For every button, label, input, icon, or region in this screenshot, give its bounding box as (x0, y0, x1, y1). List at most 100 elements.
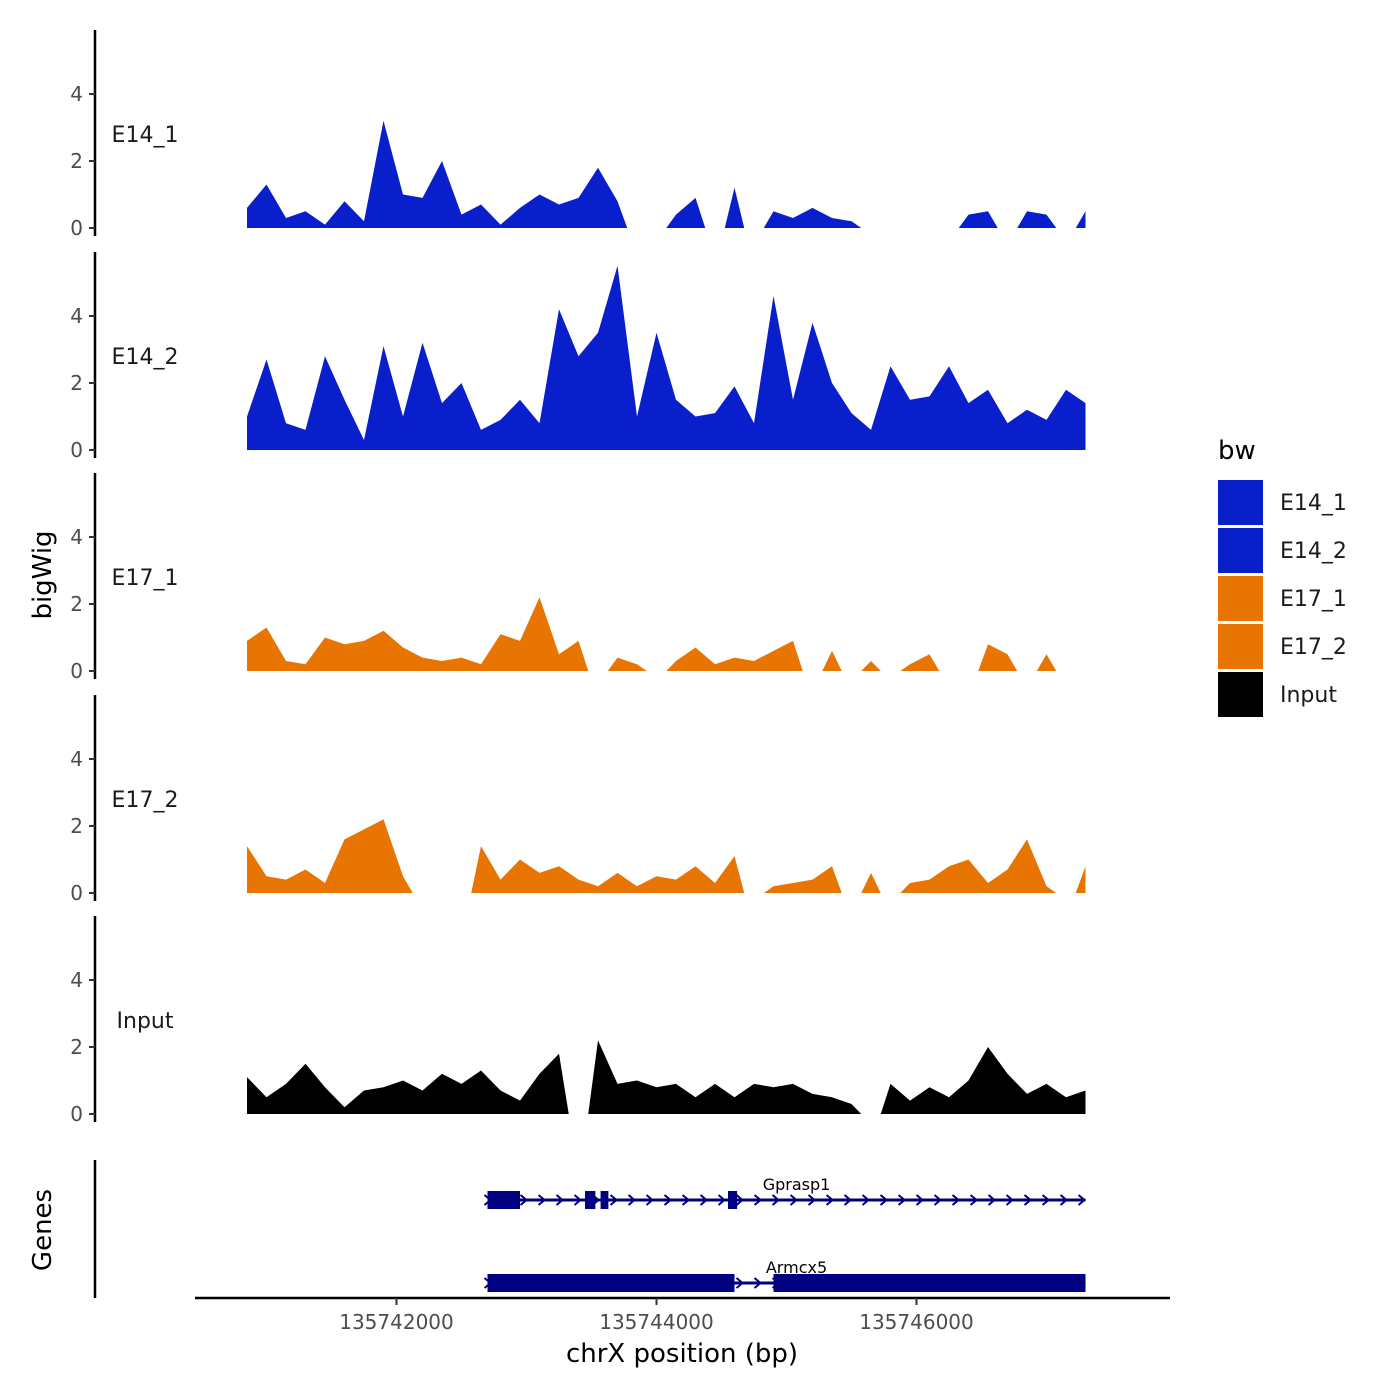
area-e17-1-segment-4 (861, 660, 881, 671)
area-e14-1-segment-1 (666, 197, 706, 228)
x-tick-label-0: 135742000 (339, 1310, 454, 1334)
legend-label-e14-2: E14_2 (1280, 539, 1347, 564)
area-e17-2-segment-1 (471, 846, 745, 893)
gene-strand-arrow (735, 1194, 745, 1206)
legend-swatch-e17-2 (1218, 624, 1263, 669)
y-tick-label-e14-1-2: 2 (70, 149, 83, 173)
legend-swatch-e17-1 (1218, 576, 1263, 621)
y-tick-label-e14-1-0: 0 (70, 216, 83, 240)
gene-strand-arrow (969, 1194, 979, 1206)
gene-exon-gprasp1-1 (585, 1191, 596, 1209)
x-axis: 135742000 135744000 135746000 (195, 1296, 1170, 1334)
gene-strand-arrow (681, 1194, 691, 1206)
area-e17-1-segment-7 (1036, 654, 1057, 671)
y-tick-label-e14-2-0: 0 (70, 438, 83, 462)
area-e17-2-segment-4 (900, 839, 1057, 893)
y-tick-label-e17-2-4: 4 (70, 747, 83, 771)
area-input-segment-2 (880, 1047, 1086, 1114)
x-axis-title: chrX position (bp) (566, 1339, 798, 1369)
gene-strand-arrow (1023, 1194, 1033, 1206)
gene-strand-arrow (555, 1194, 565, 1206)
y-tick-label-e17-2-2: 2 (70, 814, 83, 838)
track-e17-2: 0 2 4 E17_2 (70, 695, 1086, 905)
gene-strand-arrow (861, 1194, 871, 1206)
area-e14-1-segment-5 (1017, 211, 1057, 228)
area-e17-2-segment-3 (861, 872, 881, 893)
gene-label-gprasp1: Gprasp1 (763, 1175, 831, 1194)
area-e14-1-segment-2 (724, 187, 745, 228)
area-e17-1-segment-0 (247, 597, 589, 671)
y-axis-title: bigWig (28, 530, 58, 619)
gene-strand-arrow (951, 1194, 961, 1206)
y-tick-label-input-0: 0 (70, 1102, 83, 1126)
gene-strand-arrow (1041, 1194, 1051, 1206)
track-label-e14-1: E14_1 (112, 123, 179, 148)
gene-strand-arrow (915, 1194, 925, 1206)
genes-track-title: Genes (28, 1189, 58, 1271)
gene-strand-arrow (879, 1194, 889, 1206)
track-label-e14-2: E14_2 (112, 345, 179, 370)
gene-armcx5: Armcx5 (483, 1258, 1087, 1292)
gene-strand-arrow (987, 1194, 997, 1206)
gene-strand-arrow (1005, 1194, 1015, 1206)
gene-exon-gprasp1-0 (487, 1191, 520, 1209)
legend-label-e17-1: E17_1 (1280, 587, 1347, 612)
gene-gprasp1: Gprasp1 (483, 1175, 1087, 1209)
gene-label-armcx5: Armcx5 (766, 1258, 827, 1277)
legend-swatch-e14-2 (1218, 528, 1263, 573)
track-e14-1: 0 2 4 E14_1 (70, 30, 1086, 240)
gene-strand-arrow (753, 1277, 763, 1289)
gene-strand-arrow (789, 1194, 799, 1206)
y-tick-label-e17-1-0: 0 (70, 659, 83, 683)
gene-strand-arrow (771, 1194, 781, 1206)
gene-strand-arrow (537, 1194, 547, 1206)
gene-strand-arrow (717, 1194, 727, 1206)
legend-label-e14-1: E14_1 (1280, 491, 1347, 516)
gene-strand-arrow (735, 1277, 745, 1289)
gene-strand-arrow (627, 1194, 637, 1206)
gene-strand-arrow (699, 1194, 709, 1206)
gene-strand-arrow (1059, 1194, 1069, 1206)
gene-strand-arrow (519, 1194, 529, 1206)
area-e14-1-segment-4 (958, 211, 998, 228)
legend: bw E14_1 E14_2 E17_1 E17_2 Input (1218, 436, 1347, 717)
track-e17-1: 0 2 4 E17_1 (70, 473, 1057, 683)
track-label-input: Input (117, 1009, 174, 1034)
gene-strand-arrow (609, 1194, 619, 1206)
track-label-e17-1: E17_1 (112, 566, 179, 591)
y-tick-label-e14-1-4: 4 (70, 82, 83, 106)
y-tick-label-e17-1-2: 2 (70, 592, 83, 616)
area-e17-1-segment-3 (822, 650, 842, 671)
x-tick-label-2: 135746000 (859, 1310, 974, 1334)
track-label-e17-2: E17_2 (112, 788, 179, 813)
gene-strand-arrow (663, 1194, 673, 1206)
area-e14-1-segment-0 (247, 120, 628, 228)
legend-label-input: Input (1280, 683, 1337, 708)
gene-exon-armcx5-1 (773, 1274, 1086, 1292)
area-e17-2-segment-0 (247, 819, 413, 893)
gene-exon-armcx5-0 (487, 1274, 735, 1292)
legend-label-e17-2: E17_2 (1280, 635, 1347, 660)
gene-strand-arrow (753, 1194, 763, 1206)
area-e14-1-segment-6 (1075, 211, 1086, 228)
gene-strand-arrow (573, 1194, 583, 1206)
track-e14-2: 0 2 4 E14_2 (70, 252, 1086, 462)
area-e17-1-segment-1 (607, 657, 647, 671)
area-e17-1-segment-6 (978, 644, 1018, 671)
area-input-segment-0 (247, 1053, 569, 1114)
gene-strand-arrow (897, 1194, 907, 1206)
x-tick-label-1: 135744000 (599, 1310, 714, 1334)
area-e14-1-segment-3 (763, 207, 862, 228)
gene-strand-arrow (825, 1194, 835, 1206)
area-e17-2-segment-5 (1075, 866, 1086, 893)
legend-title: bw (1218, 436, 1256, 466)
gene-strand-arrow (807, 1194, 817, 1206)
y-tick-label-e14-2-2: 2 (70, 371, 83, 395)
y-tick-label-input-4: 4 (70, 968, 83, 992)
area-e14-2-segment-0 (247, 265, 1086, 450)
genes-track: Gprasp1 Armcx5 (93, 1160, 1087, 1298)
gene-exon-gprasp1-2 (600, 1191, 609, 1209)
gene-strand-arrow (843, 1194, 853, 1206)
y-tick-label-e17-2-0: 0 (70, 881, 83, 905)
